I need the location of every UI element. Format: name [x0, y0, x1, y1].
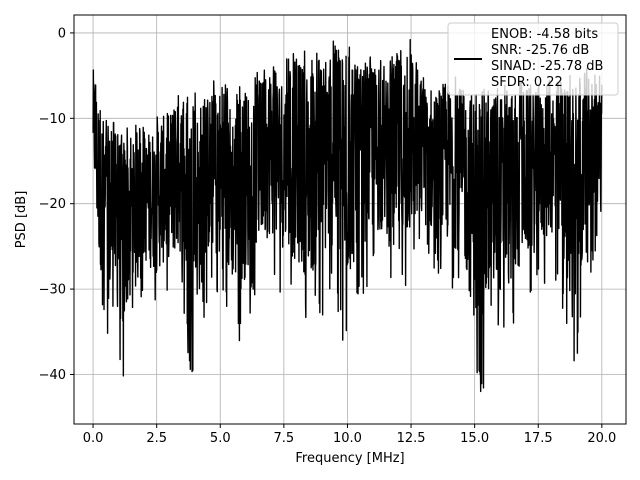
x-tick-label: 10.0 [333, 431, 362, 446]
x-axis-label: Frequency [MHz] [295, 451, 404, 466]
x-tick-label: 15.0 [460, 431, 489, 446]
x-tick-label: 0.0 [83, 431, 104, 446]
y-tick-label: −10 [39, 112, 66, 127]
x-tick-label: 12.5 [397, 431, 426, 446]
y-tick-label: 0 [58, 26, 66, 41]
legend-label-line: ENOB: -4.58 bits [491, 27, 598, 42]
legend-label-line: SNR: -25.76 dB [491, 43, 589, 58]
x-tick-label: 2.5 [146, 431, 167, 446]
x-tick-label: 20.0 [587, 431, 616, 446]
legend-box [447, 22, 619, 96]
legend-label-line: SFDR: 0.22 [491, 75, 563, 90]
ticks: 0.0 2.5 5.0 7.5 10.0 12.5 15.0 17.5 20.0 0 −10 −20 −… [39, 26, 617, 446]
y-axis-label: PSD [dB] [14, 191, 29, 249]
psd-trace [92, 39, 603, 393]
y-tick-label: −30 [39, 283, 66, 298]
x-tick-label: 5.0 [210, 431, 231, 446]
legend-label-line: SINAD: -25.78 dB [491, 59, 603, 74]
x-tick-label: 17.5 [524, 431, 553, 446]
axes-frame [73, 14, 627, 425]
x-tick-label: 7.5 [274, 431, 295, 446]
y-tick-label: −40 [39, 368, 66, 383]
plot-area [92, 39, 603, 393]
y-tick-label: −20 [39, 197, 66, 212]
